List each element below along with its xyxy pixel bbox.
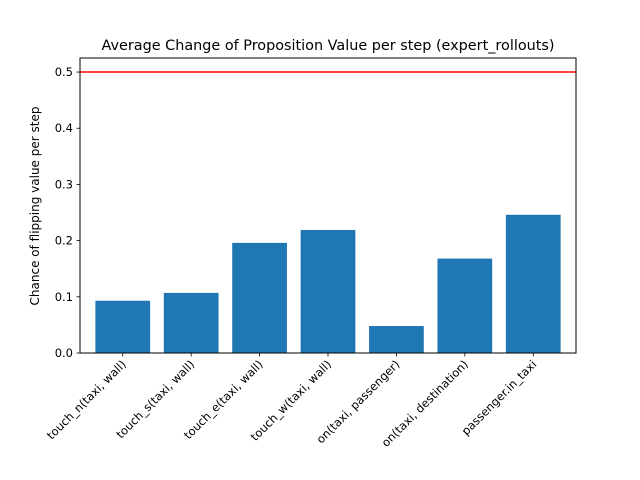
bar-2 [163,292,219,353]
bar-5 [369,326,424,353]
x-ticks-layer: touch_n(taxi, wall)touch_s(taxi, wall)to… [44,353,539,450]
y-ticks-layer: 0.0 0.1 0.2 0.3 0.4 0.5 [55,65,80,360]
bar-1 [95,300,151,353]
bar-4 [300,229,356,353]
bars-layer [95,214,561,353]
bar-3 [232,242,287,353]
bar-6 [437,258,493,353]
chart-title: Average Change of Proposition Value per … [101,38,554,54]
y-axis-label: Chance of flipping value per step [28,107,42,306]
bar-7 [505,214,561,353]
y-tick-label: 0.1 [55,290,73,304]
plot-frame [79,57,577,354]
y-tick-label: 0.3 [55,177,73,191]
x-tick-label: passenger.in_taxi [459,357,540,438]
y-tick-label: 0.2 [55,234,73,248]
y-tick-label: 0.0 [55,346,73,360]
y-tick-label: 0.4 [55,121,73,135]
y-tick-label: 0.5 [55,65,73,79]
